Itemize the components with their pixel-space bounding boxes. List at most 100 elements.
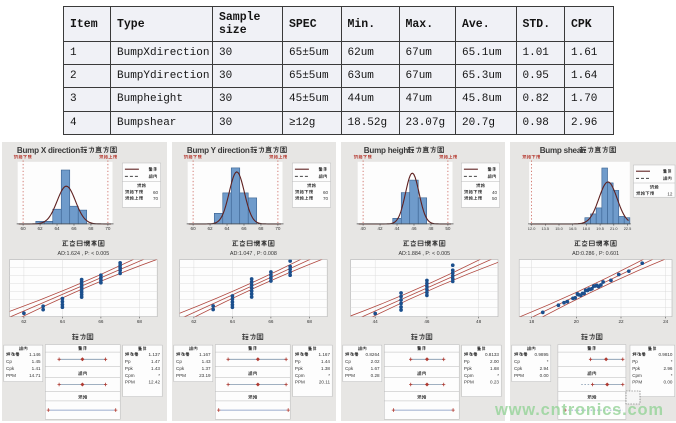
svg-text:*: *	[158, 373, 160, 378]
svg-text:64: 64	[54, 226, 60, 231]
svg-text:1.44: 1.44	[321, 359, 330, 364]
svg-text:*: *	[671, 373, 673, 378]
svg-text:68: 68	[307, 319, 313, 324]
svg-text:0.9895: 0.9895	[535, 352, 549, 357]
svg-text:Cpm: Cpm	[295, 373, 305, 378]
svg-text:Cp: Cp	[345, 359, 351, 364]
svg-text:46: 46	[424, 319, 430, 324]
svg-text:68: 68	[258, 226, 264, 231]
svg-text:24: 24	[663, 319, 669, 324]
svg-text:Bump height: Bump height	[364, 146, 411, 155]
svg-text:AD:1.884 , P: < 0.005: AD:1.884 , P: < 0.005	[398, 251, 450, 257]
svg-text:1.37: 1.37	[202, 366, 211, 371]
svg-text:PPM: PPM	[345, 373, 355, 378]
svg-text:50: 50	[492, 196, 498, 201]
svg-text:50: 50	[445, 226, 451, 231]
svg-text:68: 68	[88, 226, 94, 231]
svg-text:66: 66	[268, 319, 274, 324]
svg-text:Ppk: Ppk	[295, 366, 304, 371]
svg-text:66: 66	[241, 226, 247, 231]
svg-text:64: 64	[60, 319, 66, 324]
svg-text:0.9810: 0.9810	[658, 352, 672, 357]
svg-text:1.67: 1.67	[371, 366, 380, 371]
svg-text:16.5: 16.5	[569, 226, 577, 231]
svg-text:15.0: 15.0	[555, 226, 563, 231]
svg-text:62: 62	[21, 319, 27, 324]
svg-text:PPM: PPM	[6, 373, 16, 378]
svg-text:20: 20	[574, 319, 580, 324]
svg-text:Cp: Cp	[176, 359, 182, 364]
svg-text:40: 40	[361, 226, 367, 231]
svg-text:48: 48	[476, 319, 482, 324]
svg-text:Pp: Pp	[125, 359, 131, 364]
svg-text:18: 18	[529, 319, 535, 324]
svg-text:44: 44	[373, 319, 379, 324]
svg-text:66: 66	[71, 226, 77, 231]
svg-text:60: 60	[323, 190, 329, 195]
svg-text:20.11: 20.11	[319, 380, 331, 385]
svg-text:2.94: 2.94	[540, 366, 549, 371]
svg-text:40: 40	[492, 190, 498, 195]
svg-text:1.167: 1.167	[319, 352, 331, 357]
svg-text:Cp: Cp	[6, 359, 12, 364]
svg-text:Ppk: Ppk	[125, 366, 134, 371]
svg-text:AD:1.047 , P: 0.008: AD:1.047 , P: 0.008	[230, 251, 277, 257]
svg-text:12.42: 12.42	[149, 380, 161, 385]
svg-text:Cpm: Cpm	[125, 373, 135, 378]
svg-text:1.146: 1.146	[29, 352, 41, 357]
svg-text:0.00: 0.00	[540, 373, 549, 378]
svg-text:60: 60	[21, 226, 27, 231]
svg-text:*: *	[671, 359, 673, 364]
svg-text:1.137: 1.137	[149, 352, 161, 357]
svg-text:1.43: 1.43	[151, 366, 160, 371]
svg-text:13.5: 13.5	[542, 226, 550, 231]
svg-text:PPM: PPM	[125, 380, 135, 385]
svg-text:0.8264: 0.8264	[366, 352, 380, 357]
svg-text:Bump X direction: Bump X direction	[17, 146, 80, 155]
svg-text:19.5: 19.5	[596, 226, 604, 231]
svg-text:22: 22	[618, 319, 624, 324]
svg-text:64: 64	[224, 226, 230, 231]
svg-text:Pp: Pp	[295, 359, 301, 364]
svg-text:*: *	[328, 373, 330, 378]
svg-text:1.68: 1.68	[490, 366, 499, 371]
svg-text:62: 62	[37, 226, 43, 231]
svg-text:48: 48	[428, 226, 434, 231]
svg-text:60: 60	[191, 226, 197, 231]
svg-text:64: 64	[230, 319, 236, 324]
svg-text:Ppk: Ppk	[632, 366, 641, 371]
svg-text:0.28: 0.28	[371, 373, 380, 378]
svg-text:23.19: 23.19	[199, 373, 211, 378]
svg-text:AD:1.624 , P: < 0.005: AD:1.624 , P: < 0.005	[58, 251, 110, 257]
svg-text:14.71: 14.71	[29, 373, 41, 378]
svg-text:70: 70	[105, 226, 111, 231]
svg-text:*: *	[547, 359, 549, 364]
svg-text:0.23: 0.23	[490, 380, 499, 385]
svg-text:1.45: 1.45	[32, 359, 41, 364]
svg-text:Cpm: Cpm	[464, 373, 474, 378]
svg-text:60: 60	[153, 190, 159, 195]
svg-text:70: 70	[275, 226, 281, 231]
svg-text:21.0: 21.0	[610, 226, 618, 231]
svg-text:PPM: PPM	[514, 373, 524, 378]
svg-text:0.00: 0.00	[664, 380, 673, 385]
svg-text:AD:0.286 , P: 0.601: AD:0.286 , P: 0.601	[572, 251, 619, 257]
svg-text:12: 12	[667, 191, 673, 196]
svg-text:18.0: 18.0	[583, 226, 591, 231]
svg-text:Cpm: Cpm	[632, 373, 642, 378]
svg-text:2.96: 2.96	[664, 366, 673, 371]
svg-text:1.167: 1.167	[199, 352, 211, 357]
svg-text:Cpk: Cpk	[514, 366, 523, 371]
svg-text:44: 44	[394, 226, 400, 231]
svg-text:1.43: 1.43	[202, 359, 211, 364]
svg-text:62: 62	[207, 226, 213, 231]
svg-text:70: 70	[323, 196, 329, 201]
svg-text:2.02: 2.02	[371, 359, 380, 364]
svg-text:Bump Y direction: Bump Y direction	[187, 146, 250, 155]
svg-text:70: 70	[153, 196, 159, 201]
svg-text:Cpk: Cpk	[345, 366, 354, 371]
svg-text:Cpk: Cpk	[176, 366, 185, 371]
svg-text:68: 68	[137, 319, 143, 324]
svg-text:66: 66	[98, 319, 104, 324]
svg-text:42: 42	[377, 226, 383, 231]
